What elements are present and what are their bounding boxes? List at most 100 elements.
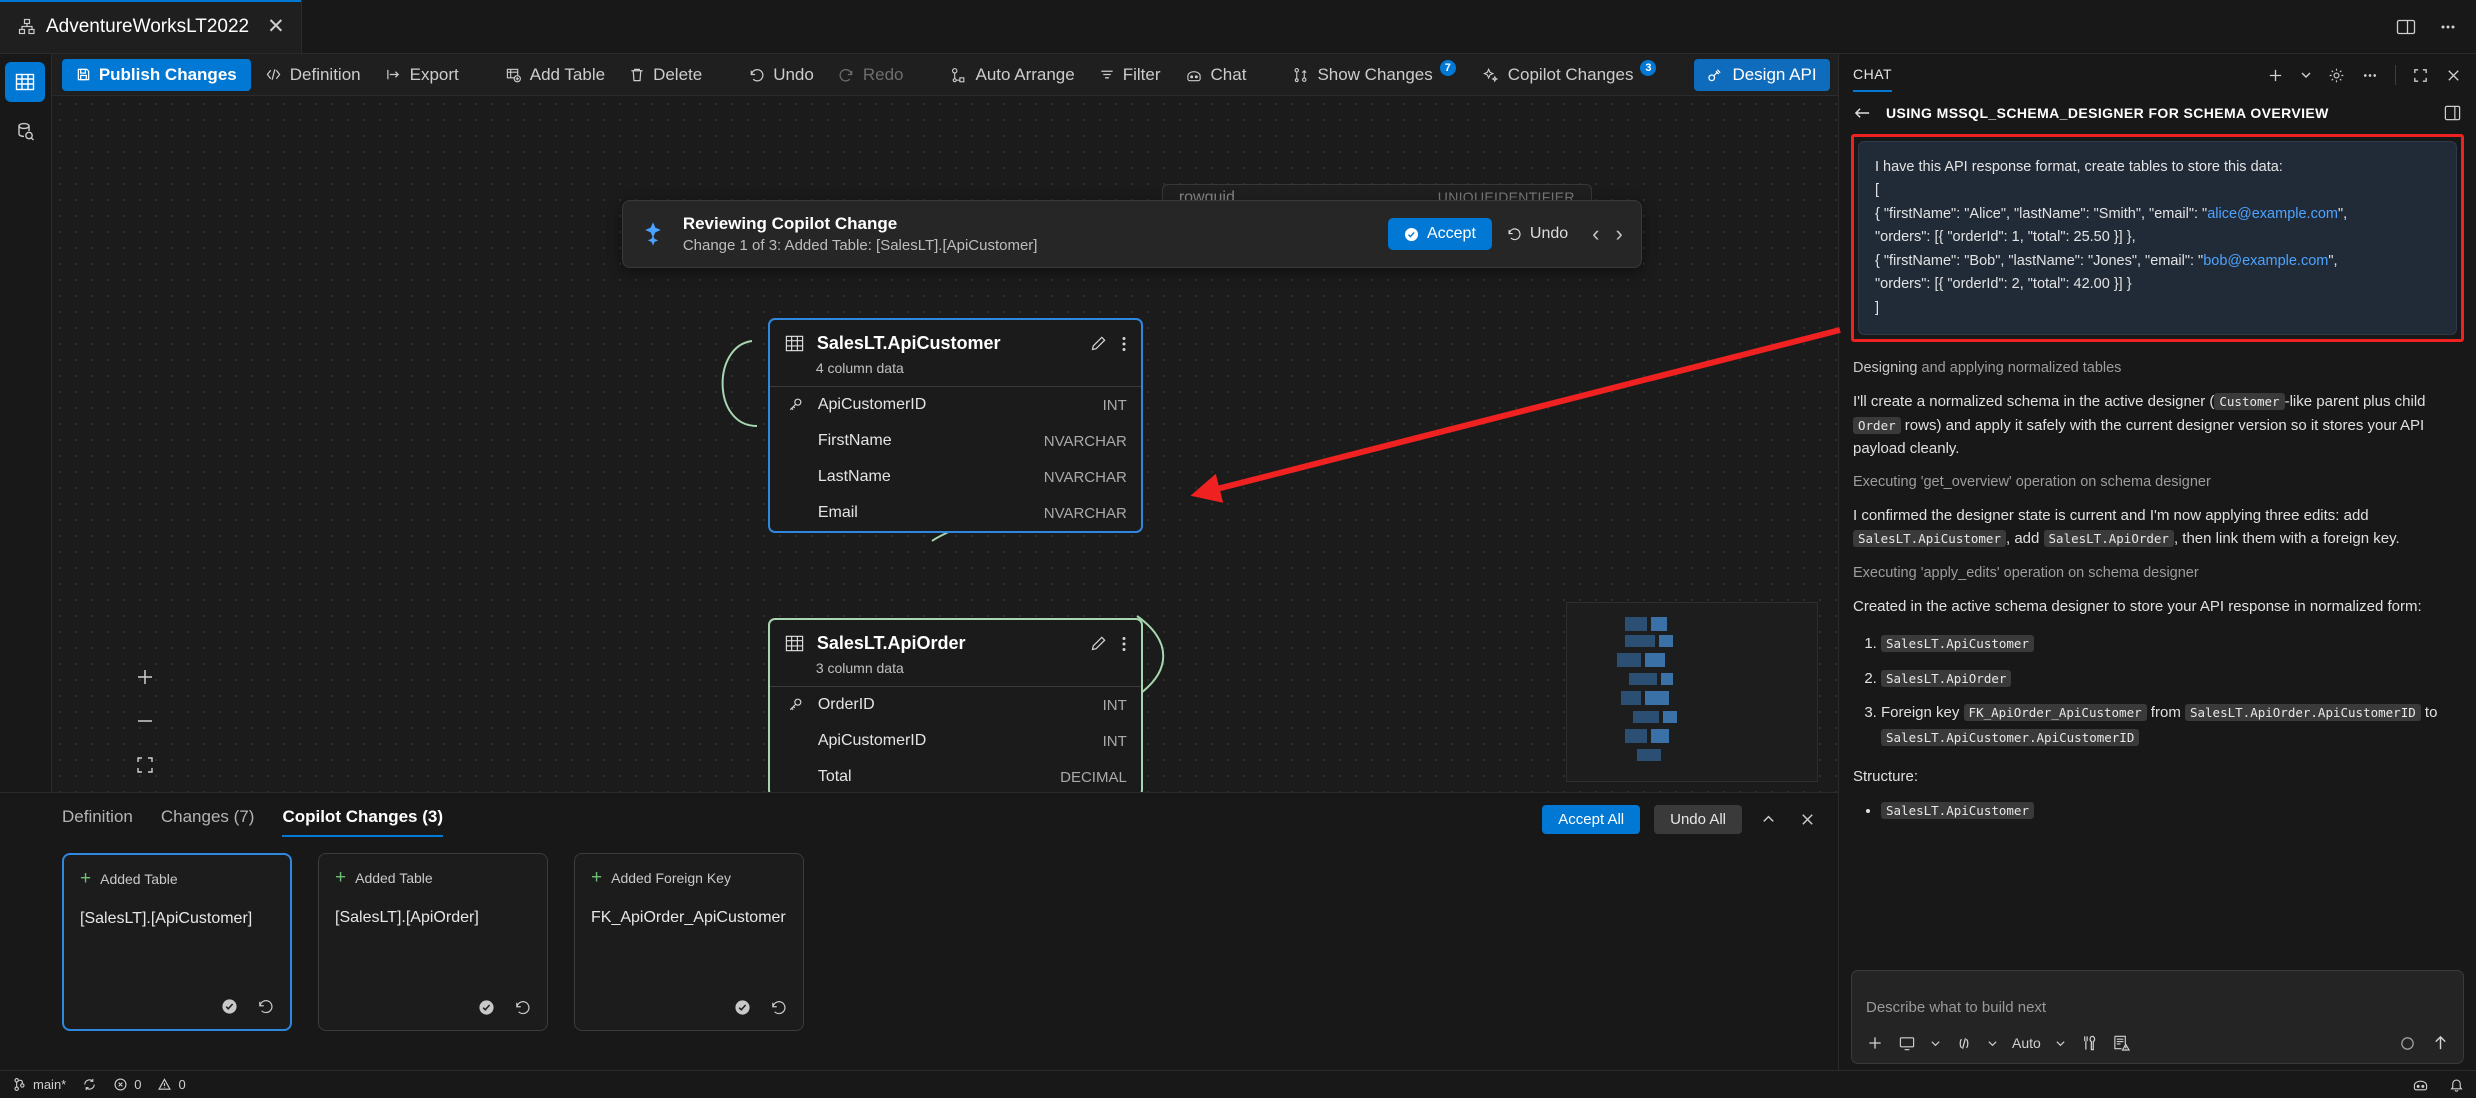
chevron-down-icon[interactable] bbox=[1930, 1038, 1941, 1049]
rail-item-search-database[interactable] bbox=[5, 112, 45, 152]
chevron-down-icon[interactable] bbox=[2300, 69, 2312, 81]
stop-icon[interactable] bbox=[2399, 1035, 2416, 1052]
toast-undo-button[interactable]: Undo bbox=[1506, 225, 1568, 243]
edit-pencil-icon[interactable] bbox=[1089, 335, 1107, 353]
export-button[interactable]: Export bbox=[375, 60, 469, 90]
context-warning-icon[interactable] bbox=[2112, 1034, 2131, 1052]
accept-change-icon[interactable] bbox=[478, 999, 495, 1016]
tab-copilot-changes[interactable]: Copilot Changes (3) bbox=[282, 807, 443, 837]
zoom-out-icon[interactable] bbox=[132, 710, 158, 732]
table-column-row[interactable]: Email NVARCHAR bbox=[770, 495, 1141, 531]
tab-changes[interactable]: Changes (7) bbox=[160, 807, 255, 826]
accept-change-icon[interactable] bbox=[734, 999, 751, 1016]
attach-icon[interactable] bbox=[1866, 1034, 1884, 1052]
chevron-down-icon[interactable] bbox=[2055, 1038, 2066, 1049]
maximize-icon[interactable] bbox=[2412, 67, 2429, 84]
email-link[interactable]: bob@example.com bbox=[2203, 252, 2329, 269]
copilot-changes-button[interactable]: Copilot Changes 3 bbox=[1472, 59, 1669, 90]
publish-changes-button[interactable]: Publish Changes bbox=[61, 58, 251, 91]
chevron-up-icon[interactable] bbox=[1756, 809, 1781, 830]
undo-all-button[interactable]: Undo All bbox=[1654, 805, 1742, 834]
toggle-sidebar-icon[interactable] bbox=[2443, 104, 2462, 122]
card-name: FK_ApiOrder_ApiCustomer bbox=[591, 909, 786, 926]
table-column-row[interactable]: LastName NVARCHAR bbox=[770, 459, 1141, 495]
add-table-button[interactable]: Add Table bbox=[495, 60, 615, 90]
table-column-row[interactable]: OrderID INT bbox=[770, 687, 1141, 723]
user-msg-line-5-b: ", bbox=[2328, 252, 2338, 269]
chat-panel-title: CHAT bbox=[1853, 66, 1893, 92]
add-table-label: Add Table bbox=[529, 64, 606, 84]
schema-canvas[interactable]: rowguid UNIQUEIDENTIFIER Date DATETIME bbox=[51, 96, 1838, 792]
chat-input-placeholder[interactable]: Describe what to build next bbox=[1866, 999, 2047, 1016]
editor-tab-adventureworkslt2022[interactable]: AdventureWorksLT2022 ✕ bbox=[0, 0, 302, 53]
change-card[interactable]: + Added Foreign Key FK_ApiOrder_ApiCusto… bbox=[574, 853, 804, 1031]
undo-change-icon[interactable] bbox=[256, 998, 274, 1015]
screen-icon[interactable] bbox=[1898, 1035, 1916, 1052]
next-change-icon[interactable]: › bbox=[1615, 221, 1623, 246]
auto-arrange-button[interactable]: Auto Arrange bbox=[939, 60, 1084, 90]
bell-icon[interactable] bbox=[2449, 1077, 2464, 1093]
definition-button[interactable]: Definition bbox=[255, 60, 371, 90]
edit-pencil-icon[interactable] bbox=[1089, 635, 1107, 653]
export-icon bbox=[385, 67, 402, 82]
chat-input-box[interactable]: Describe what to build next bbox=[1851, 970, 2464, 1064]
tab-definition[interactable]: Definition bbox=[62, 807, 133, 826]
close-icon[interactable] bbox=[1795, 809, 1820, 830]
email-link[interactable]: alice@example.com bbox=[2207, 205, 2338, 222]
show-changes-button[interactable]: Show Changes 7 bbox=[1282, 59, 1467, 90]
change-card[interactable]: + Added Table [SalesLT].[ApiOrder] bbox=[318, 853, 548, 1031]
accept-all-button[interactable]: Accept All bbox=[1542, 805, 1641, 834]
add-table-icon bbox=[505, 67, 522, 83]
chat-message-list[interactable]: I have this API response format, create … bbox=[1839, 130, 2476, 962]
design-api-button[interactable]: Design API bbox=[1694, 58, 1830, 91]
copilot-status-icon[interactable] bbox=[2412, 1077, 2429, 1092]
back-arrow-icon[interactable] bbox=[1853, 105, 1872, 121]
more-actions-icon[interactable] bbox=[2438, 18, 2458, 36]
delete-button[interactable]: Delete bbox=[619, 60, 712, 90]
prev-change-icon[interactable]: ‹ bbox=[1592, 221, 1600, 246]
close-icon[interactable] bbox=[2445, 67, 2462, 84]
more-icon[interactable] bbox=[2361, 67, 2379, 84]
filter-icon bbox=[1099, 67, 1115, 82]
undo-button[interactable]: Undo bbox=[738, 60, 824, 90]
warnings-status[interactable]: 0 bbox=[157, 1077, 186, 1092]
zoom-in-icon[interactable] bbox=[132, 666, 158, 688]
chat-button[interactable]: Chat bbox=[1175, 60, 1257, 90]
branch-status[interactable]: main* bbox=[12, 1077, 66, 1092]
undo-change-icon[interactable] bbox=[769, 999, 787, 1016]
rail-item-tables[interactable] bbox=[5, 62, 46, 102]
sync-status[interactable] bbox=[82, 1077, 97, 1092]
table-node-salesLT-apicustomer[interactable]: SalesLT.ApiCustomer bbox=[767, 318, 1143, 533]
table-column-row[interactable]: FirstName NVARCHAR bbox=[770, 423, 1141, 459]
split-editor-icon[interactable] bbox=[2396, 18, 2416, 36]
table-more-icon[interactable] bbox=[1121, 635, 1127, 653]
tools-icon[interactable] bbox=[2080, 1034, 2098, 1052]
change-card[interactable]: + Added Table [SalesLT].[ApiCustomer] bbox=[62, 853, 292, 1031]
editor-tab-actions bbox=[2396, 0, 2476, 53]
close-icon[interactable]: ✕ bbox=[267, 15, 285, 38]
code-icon[interactable] bbox=[1955, 1035, 1973, 1052]
table-column-row[interactable]: Total DECIMAL bbox=[770, 759, 1141, 792]
table-column-row[interactable]: ApiCustomerID INT bbox=[770, 723, 1141, 759]
canvas-minimap[interactable] bbox=[1566, 602, 1818, 782]
new-chat-icon[interactable] bbox=[2267, 67, 2284, 84]
errors-status[interactable]: 0 bbox=[113, 1077, 141, 1092]
table-column-row[interactable]: ApiCustomerID INT bbox=[770, 387, 1141, 423]
assistant-paragraph-2: I confirmed the designer state is curren… bbox=[1853, 504, 2462, 551]
undo-change-icon[interactable] bbox=[513, 999, 531, 1016]
status-designing-rest: and applying normalized tables bbox=[1917, 360, 2122, 377]
chevron-down-icon[interactable] bbox=[1987, 1038, 1998, 1049]
filter-button[interactable]: Filter bbox=[1089, 60, 1171, 90]
toast-subtitle: Change 1 of 3: Added Table: [SalesLT].[A… bbox=[682, 237, 1038, 254]
sync-icon bbox=[82, 1077, 97, 1092]
editor-tab-label: AdventureWorksLT2022 bbox=[46, 15, 250, 37]
table-node-salesLT-apiorder[interactable]: SalesLT.ApiOrder bbox=[767, 618, 1143, 792]
fit-to-screen-icon[interactable] bbox=[132, 754, 158, 776]
send-icon[interactable] bbox=[2432, 1034, 2449, 1052]
copilot-review-toast: Reviewing Copilot Change Change 1 of 3: … bbox=[621, 200, 1642, 268]
model-mode-label[interactable]: Auto bbox=[2012, 1035, 2041, 1051]
accept-change-icon[interactable] bbox=[221, 998, 238, 1015]
toast-accept-button[interactable]: Accept bbox=[1387, 218, 1492, 250]
gear-icon[interactable] bbox=[2328, 67, 2345, 84]
table-more-icon[interactable] bbox=[1121, 335, 1127, 353]
